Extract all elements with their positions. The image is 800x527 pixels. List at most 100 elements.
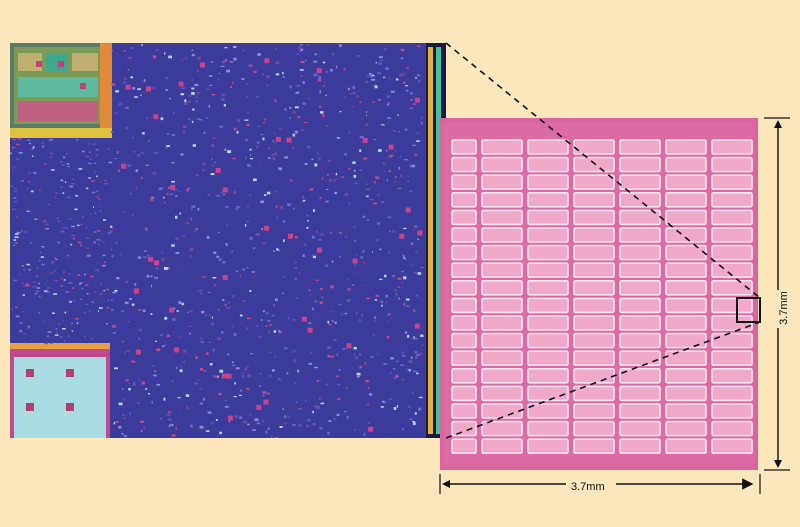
array-cell [451,368,477,384]
array-cell [619,297,661,314]
array-cell [573,385,615,402]
array-cell [573,315,615,331]
array-cell [573,174,615,191]
array-cell [619,139,661,155]
array-cell [619,438,661,455]
array-cell [665,280,707,296]
array-cell [573,297,615,314]
array-cell [665,192,707,208]
array-cell [665,209,707,226]
array-cell [573,438,615,455]
array-cell [451,385,477,402]
array-cell [451,262,477,278]
array-cell [711,438,753,455]
array-cell [527,156,569,173]
array-cell [711,403,753,419]
array-cell [451,315,477,331]
projection-line-top [445,42,761,299]
array-cell [527,403,569,419]
array-cell [619,192,661,208]
array-cell [711,297,753,314]
array-cell [711,227,753,243]
projection-line-bottom [445,321,761,439]
array-cell [573,209,615,226]
array-cell [665,297,707,314]
array-cell [481,332,523,349]
array-cell [451,227,477,243]
array-cell [665,156,707,173]
array-cell [573,332,615,349]
array-cell [619,156,661,173]
array-cell [665,139,707,155]
array-cell [481,156,523,173]
array-cell [711,209,753,226]
array-cell [481,350,523,366]
array-cell [711,192,753,208]
array-cell [481,209,523,226]
array-cell [573,420,615,437]
array-cell [665,227,707,243]
array-cell [481,438,523,455]
array-cell [665,244,707,261]
array-cell [451,174,477,191]
array-cell [665,368,707,384]
array-cell [451,438,477,455]
array-cell [481,385,523,402]
array-cell [573,156,615,173]
array-cell [619,280,661,296]
array-cell [481,420,523,437]
array-cell [451,350,477,366]
array-cell [711,156,753,173]
array-cell [527,262,569,278]
array-cell [573,403,615,419]
array-cell [665,350,707,366]
width-dimension-label: 3.7mm [571,481,605,493]
array-cell [527,368,569,384]
array-cell [451,209,477,226]
array-cell [527,297,569,314]
array-cell [665,385,707,402]
array-cell [711,420,753,437]
array-cell [481,139,523,155]
top-left-macro-block [10,43,112,138]
array-cell [573,262,615,278]
array-cell [527,385,569,402]
height-dimension-label: 3.7mm [778,291,790,325]
array-cell [527,139,569,155]
array-cell [527,192,569,208]
array-cell [481,297,523,314]
array-cell [451,156,477,173]
array-cell [619,174,661,191]
array-cell [573,280,615,296]
array-cell [711,174,753,191]
array-cell [451,139,477,155]
array-cell [527,244,569,261]
array-cell [665,403,707,419]
array-cell [711,244,753,261]
array-cell [573,244,615,261]
array-cell [527,332,569,349]
array-cell [665,332,707,349]
array-cell [481,174,523,191]
array-cell [619,332,661,349]
array-cell [481,280,523,296]
array-cell [711,385,753,402]
array-cell [451,244,477,261]
height-arrowhead-bottom [774,460,782,468]
array-cell [711,368,753,384]
array-cell [481,192,523,208]
array-cell [451,420,477,437]
array-cell [573,139,615,155]
array-cell [573,192,615,208]
array-cell [527,350,569,366]
array-cell [619,385,661,402]
array-cell [527,209,569,226]
array-cell [665,420,707,437]
array-cell [451,332,477,349]
die-photo [440,118,758,470]
array-cell [619,315,661,331]
array-cell [711,332,753,349]
array-cell [451,297,477,314]
array-cell [481,227,523,243]
